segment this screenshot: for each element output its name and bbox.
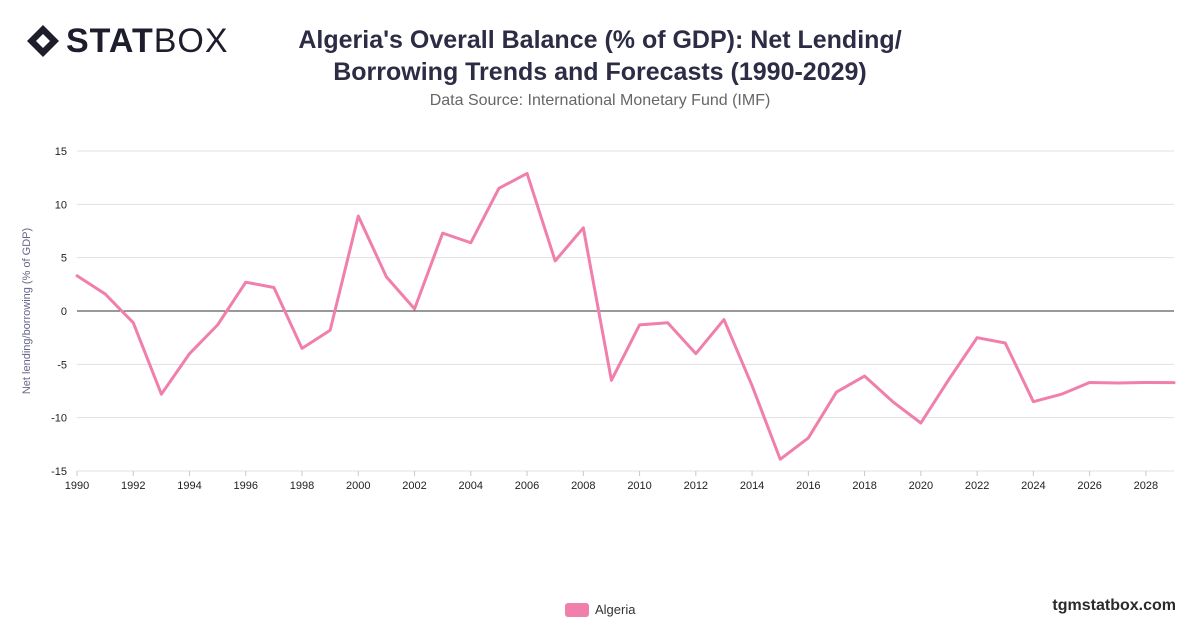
y-tick-label: 0: [61, 306, 67, 318]
x-tick-label: 2010: [627, 480, 651, 492]
legend-label-algeria: Algeria: [595, 602, 636, 617]
x-tick-label: 2020: [909, 480, 933, 492]
x-tick-label: 1994: [177, 480, 201, 492]
series-line-algeria: [75, 171, 1176, 461]
x-tick-label: 2008: [571, 480, 595, 492]
x-tick-label: 2018: [852, 480, 876, 492]
y-axis-label: Net lending/borrowing (% of GDP): [21, 228, 33, 394]
y-tick-label: 10: [55, 199, 67, 211]
x-tick-label: 2026: [1077, 480, 1101, 492]
x-tick-label: 2012: [684, 480, 708, 492]
x-tick-label: 2028: [1134, 480, 1158, 492]
y-tick-label: -15: [51, 466, 67, 478]
x-tick-label: 1992: [121, 480, 145, 492]
y-tick-label: 15: [55, 146, 67, 158]
x-tick-label: 1998: [290, 480, 314, 492]
x-tick-label: 2024: [1021, 480, 1045, 492]
x-tick-label: 1996: [234, 480, 258, 492]
y-tick-label: -5: [57, 359, 67, 371]
site-url[interactable]: tgmstatbox.com: [1052, 597, 1176, 614]
chart-title-line1: Algeria's Overall Balance (% of GDP): Ne…: [298, 26, 902, 54]
statbox-logo: STATBOX: [26, 24, 229, 58]
logo-wordmark: STATBOX: [66, 24, 229, 58]
x-tick-label: 2006: [515, 480, 539, 492]
x-tick-label: 2004: [459, 480, 483, 492]
logo-text-bold: STAT: [66, 22, 154, 60]
x-tick-label: 1990: [65, 480, 89, 492]
y-tick-label: 5: [61, 253, 67, 265]
logo-text-light: BOX: [153, 22, 229, 60]
x-tick-label: 2022: [965, 480, 989, 492]
y-tick-label: -10: [51, 413, 67, 425]
chart-subtitle: Data Source: International Monetary Fund…: [429, 92, 771, 109]
x-tick-label: 2000: [346, 480, 370, 492]
chart-title: Algeria's Overall Balance (% of GDP): Ne…: [200, 24, 1000, 88]
legend-swatch: [565, 602, 589, 617]
chart-title-line2: Borrowing Trends and Forecasts (1990-202…: [333, 58, 867, 86]
x-tick-label: 2002: [402, 480, 426, 492]
diamond-logo-icon: [27, 25, 59, 57]
x-tick-label: 2016: [796, 480, 820, 492]
legend[interactable]: Algeria: [565, 602, 635, 617]
x-tick-label: 2014: [740, 480, 764, 492]
